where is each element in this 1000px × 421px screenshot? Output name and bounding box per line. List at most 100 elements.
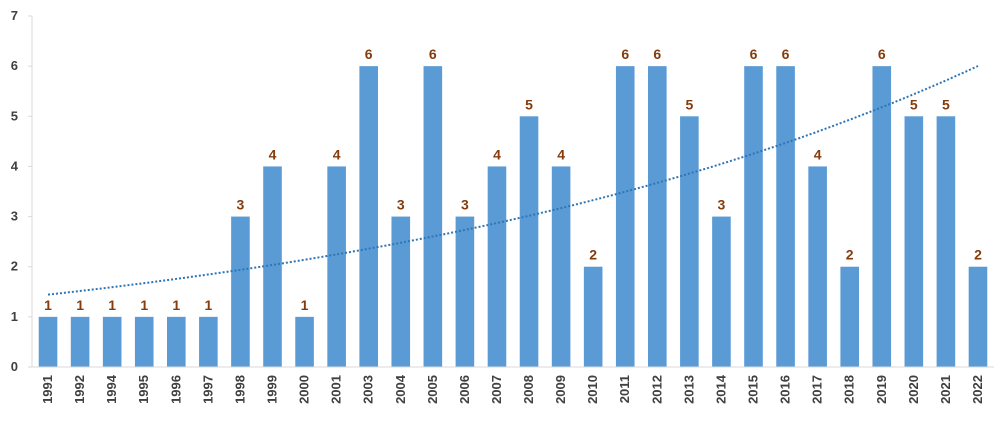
data-label-2019: 6 [878, 46, 886, 62]
bar-2019 [872, 66, 892, 368]
bar-2011 [615, 66, 635, 368]
bar-1996 [167, 316, 186, 367]
y-tick-label: 5 [11, 108, 18, 123]
bar-2012 [648, 66, 667, 368]
x-tick-label: 2014 [713, 374, 728, 404]
x-tick-label: 1997 [200, 375, 215, 404]
bar-2001 [327, 166, 346, 367]
y-tick-label: 3 [11, 209, 18, 224]
bar-2000 [295, 316, 314, 367]
bar-1999 [263, 166, 282, 367]
x-tick-label: 2007 [489, 375, 504, 404]
data-label-2017: 4 [814, 146, 822, 162]
data-label-2009: 4 [557, 146, 565, 162]
x-tick-label: 2001 [329, 375, 344, 404]
data-label-2013: 5 [685, 96, 693, 112]
bars [38, 66, 988, 368]
x-tick-label: 2003 [361, 375, 376, 404]
data-label-1996: 1 [172, 297, 180, 313]
x-tick-label: 2015 [746, 375, 761, 404]
x-tick-label: 1994 [104, 374, 119, 404]
data-label-2011: 6 [621, 46, 629, 62]
x-tick-label: 2019 [874, 375, 889, 404]
x-tick-label: 2000 [297, 375, 312, 404]
y-tick-label: 0 [11, 359, 18, 374]
data-label-2018: 2 [846, 247, 854, 263]
bar-2009 [551, 166, 571, 367]
bar-2006 [455, 216, 475, 367]
data-label-1991: 1 [44, 297, 52, 313]
x-tick-label: 2004 [393, 374, 408, 404]
bar-2008 [519, 116, 539, 368]
data-label-1995: 1 [140, 297, 148, 313]
y-tick-label: 7 [11, 8, 18, 23]
bar-1998 [231, 216, 250, 367]
data-label-2010: 2 [589, 247, 597, 263]
bar-1991 [38, 316, 58, 367]
x-tick-label: 2006 [457, 375, 472, 404]
x-tick-label: 2008 [521, 375, 536, 404]
trendline [47, 65, 979, 296]
data-label-1998: 3 [237, 197, 245, 213]
data-label-2001: 4 [333, 146, 341, 162]
data-label-2016: 6 [782, 46, 790, 62]
x-tick-label: 2005 [425, 375, 440, 404]
x-tick-label: 1999 [265, 375, 280, 404]
x-tick-label: 1995 [136, 375, 151, 404]
x-tick-label: 2022 [970, 375, 985, 404]
data-label-2003: 6 [365, 46, 373, 62]
data-label-2005: 6 [429, 46, 437, 62]
bar-2016 [776, 66, 795, 368]
x-axis: 1991 1992 1994 1995 1996 1997 1998 1999 2000 2001… [32, 366, 994, 404]
bar-2018 [840, 266, 859, 367]
bar-2017 [808, 166, 827, 367]
data-label-2012: 6 [653, 46, 661, 62]
bar-2020 [904, 116, 924, 368]
data-label-1997: 1 [204, 297, 212, 313]
bar-2021 [936, 116, 956, 368]
x-tick-label: 2011 [617, 375, 632, 403]
x-tick-label: 2012 [649, 375, 664, 404]
data-label-2022: 2 [974, 247, 982, 263]
data-label-2021: 5 [942, 96, 950, 112]
x-tick-label: 2018 [842, 375, 857, 404]
data-label-2006: 3 [461, 197, 469, 213]
data-label-1992: 1 [76, 297, 84, 313]
y-tick-label: 1 [11, 309, 18, 324]
bar-2015 [744, 66, 763, 368]
trendline-path [47, 65, 979, 296]
bar-2004 [391, 216, 411, 367]
y-axis: 0 1 2 3 4 5 6 7 [11, 8, 33, 374]
bar-1995 [134, 316, 154, 367]
bar-2003 [359, 66, 378, 368]
data-label-1999: 4 [269, 146, 277, 162]
x-tick-label: 2016 [778, 375, 793, 404]
y-tick-label: 2 [11, 259, 18, 274]
data-label-1994: 1 [108, 297, 116, 313]
bar-2010 [583, 266, 603, 367]
data-label-2015: 6 [750, 46, 758, 62]
y-tick-label: 6 [11, 58, 18, 73]
bar-2014 [712, 216, 731, 367]
bar-2007 [487, 166, 507, 367]
x-tick-label: 2021 [938, 375, 953, 404]
x-tick-label: 2017 [810, 375, 825, 404]
bar-1992 [70, 316, 90, 367]
data-label-2008: 5 [525, 96, 533, 112]
x-tick-label: 2009 [553, 375, 568, 404]
y-tick-label: 4 [11, 158, 19, 173]
data-label-2000: 1 [301, 297, 309, 313]
x-tick-label: 1998 [232, 375, 247, 404]
x-tick-label: 1992 [72, 375, 87, 404]
bar-2013 [680, 116, 699, 368]
x-tick-label: 1996 [168, 375, 183, 404]
data-labels: 1 1 1 1 1 1 3 4 1 4 6 3 6 3 4 5 4 2 6 6 5 3 6 6 4 2 6 5 5 2 [44, 46, 982, 313]
x-tick-label: 1991 [40, 375, 55, 404]
data-label-2020: 5 [910, 96, 918, 112]
bar-1994 [102, 316, 122, 367]
bar-1997 [199, 316, 218, 367]
x-tick-label: 2020 [906, 375, 921, 404]
data-label-2004: 3 [397, 197, 405, 213]
